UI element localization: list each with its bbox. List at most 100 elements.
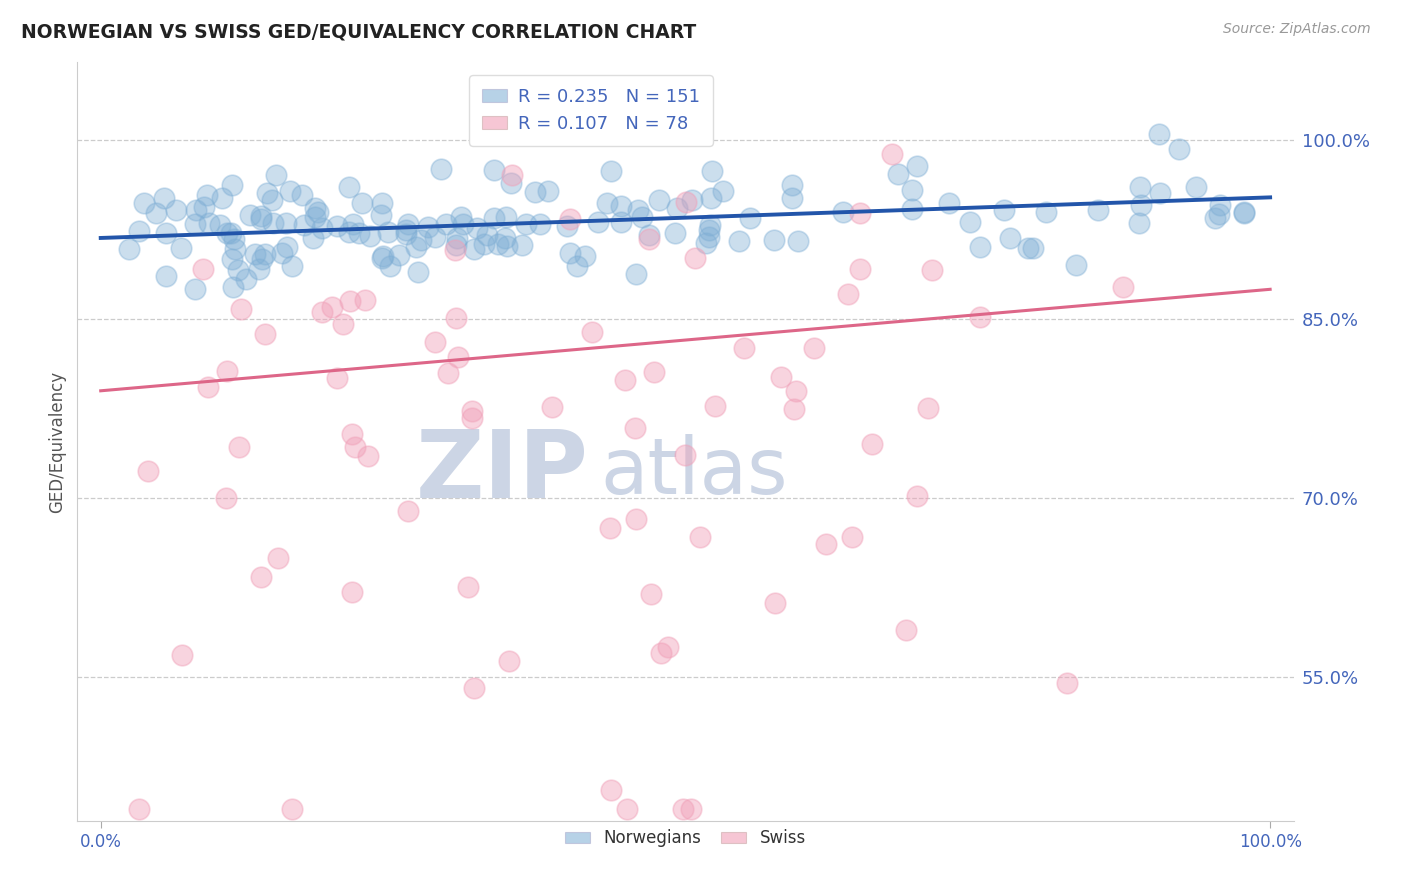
Point bbox=[689, 530, 711, 544]
Point bbox=[235, 272, 257, 286]
Point bbox=[494, 231, 516, 245]
Point bbox=[153, 191, 176, 205]
Point bbox=[271, 246, 294, 260]
Point bbox=[599, 783, 621, 797]
Point bbox=[186, 202, 208, 217]
Point bbox=[841, 530, 863, 544]
Point bbox=[215, 227, 238, 241]
Point bbox=[165, 203, 187, 218]
Point bbox=[132, 195, 155, 210]
Point bbox=[1233, 206, 1256, 220]
Point bbox=[183, 282, 205, 296]
Point bbox=[475, 227, 498, 242]
Point bbox=[624, 512, 647, 526]
Point bbox=[650, 647, 672, 661]
Point bbox=[782, 402, 804, 417]
Point bbox=[683, 251, 706, 265]
Point bbox=[510, 238, 533, 252]
Point bbox=[574, 249, 596, 263]
Point bbox=[787, 234, 810, 248]
Point bbox=[643, 365, 665, 379]
Point bbox=[498, 654, 520, 668]
Point bbox=[337, 225, 360, 239]
Point bbox=[344, 440, 367, 454]
Point bbox=[219, 226, 242, 240]
Point bbox=[499, 176, 522, 190]
Point bbox=[614, 373, 637, 387]
Point bbox=[292, 218, 315, 232]
Point bbox=[848, 261, 870, 276]
Point bbox=[703, 399, 725, 413]
Point bbox=[340, 426, 363, 441]
Point bbox=[253, 247, 276, 261]
Point bbox=[860, 436, 883, 450]
Y-axis label: GED/Equivalency: GED/Equivalency bbox=[48, 370, 66, 513]
Point bbox=[1129, 197, 1152, 211]
Point bbox=[780, 191, 803, 205]
Point bbox=[276, 239, 298, 253]
Point bbox=[631, 211, 654, 225]
Point bbox=[624, 267, 647, 281]
Point bbox=[444, 311, 467, 326]
Point bbox=[657, 640, 679, 654]
Point bbox=[239, 208, 262, 222]
Point bbox=[837, 286, 859, 301]
Point bbox=[472, 236, 495, 251]
Point bbox=[537, 185, 560, 199]
Point bbox=[901, 202, 924, 216]
Point bbox=[145, 206, 167, 220]
Point bbox=[1209, 198, 1232, 212]
Point bbox=[184, 217, 207, 231]
Point bbox=[588, 214, 610, 228]
Point bbox=[785, 384, 807, 399]
Point bbox=[1022, 241, 1045, 255]
Point bbox=[332, 317, 354, 331]
Point bbox=[215, 364, 238, 378]
Point bbox=[938, 195, 960, 210]
Point bbox=[832, 204, 855, 219]
Point bbox=[350, 196, 373, 211]
Point bbox=[1128, 216, 1150, 230]
Point bbox=[266, 169, 288, 183]
Point bbox=[311, 304, 333, 318]
Point bbox=[1066, 258, 1088, 272]
Point bbox=[266, 551, 288, 566]
Point bbox=[1087, 202, 1109, 217]
Point bbox=[423, 335, 446, 350]
Point bbox=[1056, 676, 1078, 690]
Point bbox=[337, 179, 360, 194]
Point bbox=[209, 218, 232, 232]
Point bbox=[191, 262, 214, 277]
Point bbox=[969, 240, 991, 254]
Point bbox=[224, 232, 246, 246]
Point bbox=[409, 233, 432, 247]
Point bbox=[887, 167, 910, 181]
Point bbox=[155, 268, 177, 283]
Point bbox=[697, 223, 720, 237]
Point bbox=[446, 231, 468, 245]
Point bbox=[640, 587, 662, 601]
Point bbox=[377, 225, 399, 239]
Text: atlas: atlas bbox=[600, 434, 787, 510]
Point bbox=[461, 403, 484, 417]
Point bbox=[738, 211, 761, 226]
Point bbox=[711, 184, 734, 198]
Point bbox=[221, 178, 243, 193]
Point bbox=[450, 211, 472, 225]
Point bbox=[959, 215, 981, 229]
Point bbox=[700, 163, 723, 178]
Point bbox=[405, 240, 427, 254]
Point bbox=[339, 294, 361, 309]
Point bbox=[610, 214, 633, 228]
Point bbox=[815, 536, 838, 550]
Point bbox=[169, 241, 191, 255]
Point bbox=[1149, 186, 1171, 200]
Point bbox=[128, 224, 150, 238]
Point bbox=[128, 802, 150, 816]
Point bbox=[253, 326, 276, 341]
Point bbox=[326, 370, 349, 384]
Point bbox=[849, 206, 872, 220]
Point bbox=[769, 370, 792, 384]
Point bbox=[1233, 205, 1256, 219]
Point bbox=[349, 226, 371, 240]
